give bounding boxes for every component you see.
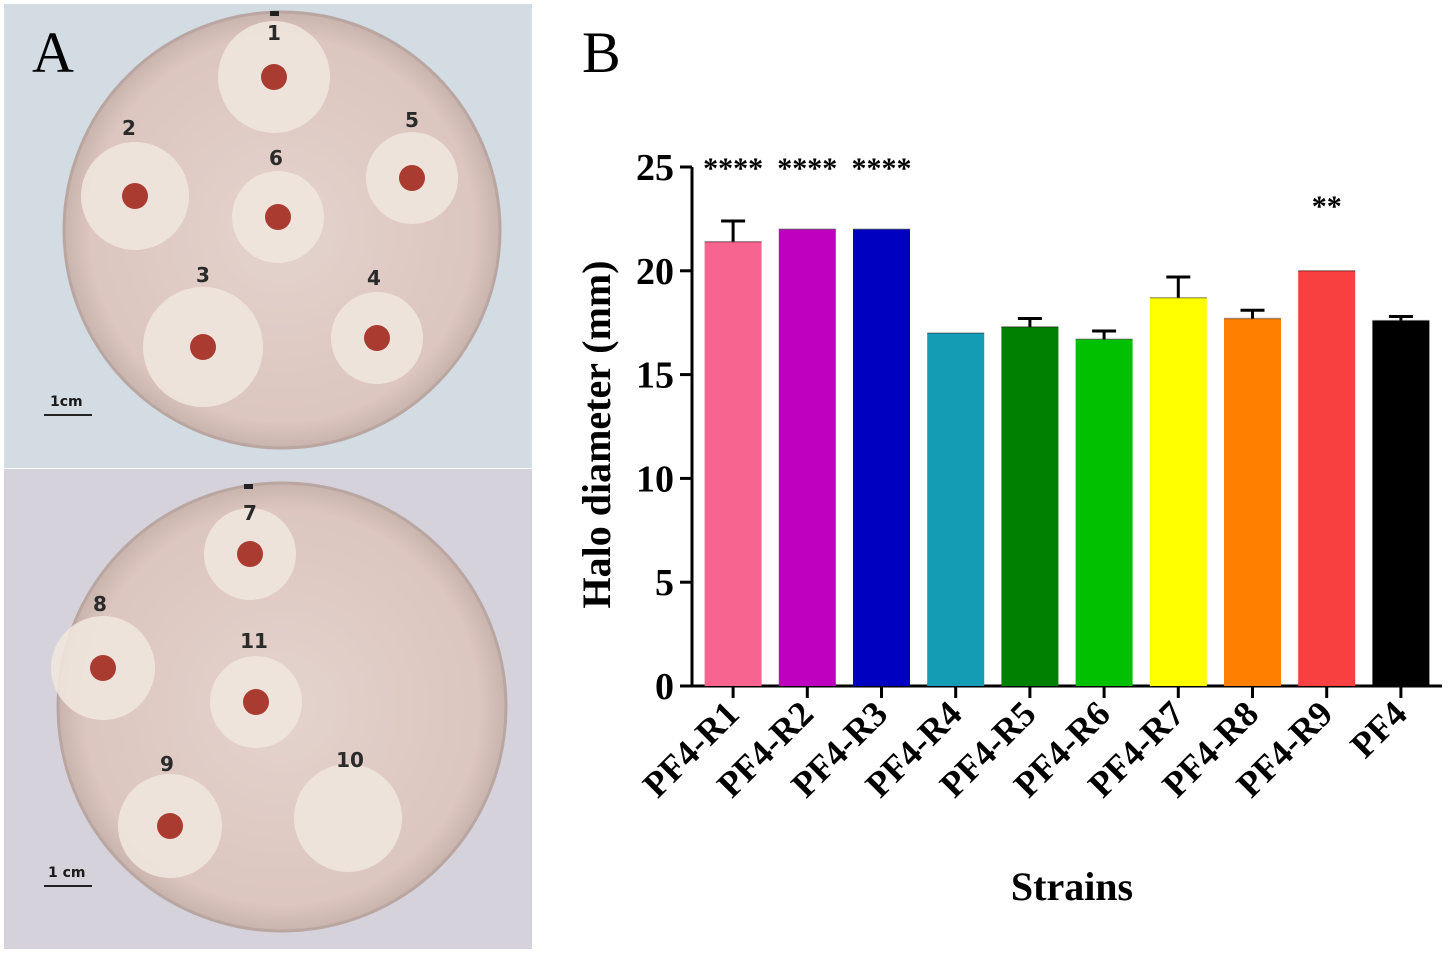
bar-PF4 [1372,320,1430,686]
bar-PF4-R3 [853,229,910,686]
bottom-plate-halo-10 [294,764,402,872]
y-tick-label: 10 [636,458,674,500]
plates-figure: 1 2 3 4 5 6 1cm 7 8 9 10 11 1 cm A [4,4,532,949]
bottom-plate: 7 8 9 10 11 1 cm [44,481,508,933]
bar-PF4-R7 [1149,297,1207,686]
panel-a-letter: A [32,20,74,85]
significance-label-PF4-R3: **** [852,152,912,185]
y-tick-label: 0 [655,666,674,708]
bottom-plate-colony-7 [237,541,263,567]
top-plate-colony-6 [265,204,291,230]
top-plate-colony-label-3: 3 [196,263,210,287]
top-plate-colony-3 [190,334,216,360]
bar-PF4-R5 [1001,326,1059,686]
top-plate-colony-label-4: 4 [367,266,381,290]
y-tick-label: 25 [636,147,674,189]
y-axis-title: Halo diameter (mm) [574,260,619,608]
significance-label-PF4-R2: **** [777,152,837,185]
bottom-plate-colony-label-8: 8 [93,592,107,616]
top-scale-label: 1cm [50,394,83,410]
bar-PF4-R1 [704,241,762,686]
y-tick-label: 15 [636,355,674,397]
bottom-plate-colony-11 [243,689,269,715]
top-plate-colony-2 [122,183,148,209]
panel-b-chart: B 0 5 10 15 20 25 PF4-R1 **** PF4-R2 **** PF4-R3 **… [540,0,1455,953]
top-plate-colony-label-6: 6 [269,146,283,170]
top-plate: 1 2 3 4 5 6 1cm [44,10,502,450]
top-plate-colony-label-2: 2 [122,116,136,140]
x-tick-label: PF4 [1342,693,1414,765]
top-plate-colony-label-1: 1 [267,21,281,45]
bottom-plate-colony-label-10: 10 [336,748,364,772]
bottom-plate-colony-9 [157,813,183,839]
bottom-scale-label: 1 cm [48,865,86,881]
halo-diameter-bar-chart: B 0510152025PF4-R1****PF4-R2****PF4-R3**… [574,20,1442,909]
bar-PF4-R6 [1075,339,1133,686]
bar-PF4-R4 [927,333,985,686]
significance-label-PF4-R1: **** [703,152,763,185]
bar-PF4-R9 [1298,270,1356,686]
bottom-plate-colony-label-9: 9 [160,752,174,776]
x-axis-title: Strains [1011,864,1133,909]
bottom-plate-colony-8 [90,655,116,681]
significance-label-PF4-R9: ** [1312,190,1342,223]
y-tick-label: 20 [636,251,674,293]
top-plate-colony-1 [261,64,287,90]
panel-a-photos: 1 2 3 4 5 6 1cm 7 8 9 10 11 1 cm A [0,0,540,953]
bar-PF4-R8 [1224,318,1281,686]
bar-PF4-R2 [778,229,836,686]
y-tick-label: 5 [655,562,674,604]
bottom-plate-colony-label-7: 7 [243,501,257,525]
panel-b-letter: B [582,20,621,85]
top-plate-colony-5 [399,165,425,191]
top-plate-colony-label-5: 5 [405,108,419,132]
bottom-plate-colony-label-11: 11 [240,629,268,653]
top-plate-colony-4 [364,325,390,351]
